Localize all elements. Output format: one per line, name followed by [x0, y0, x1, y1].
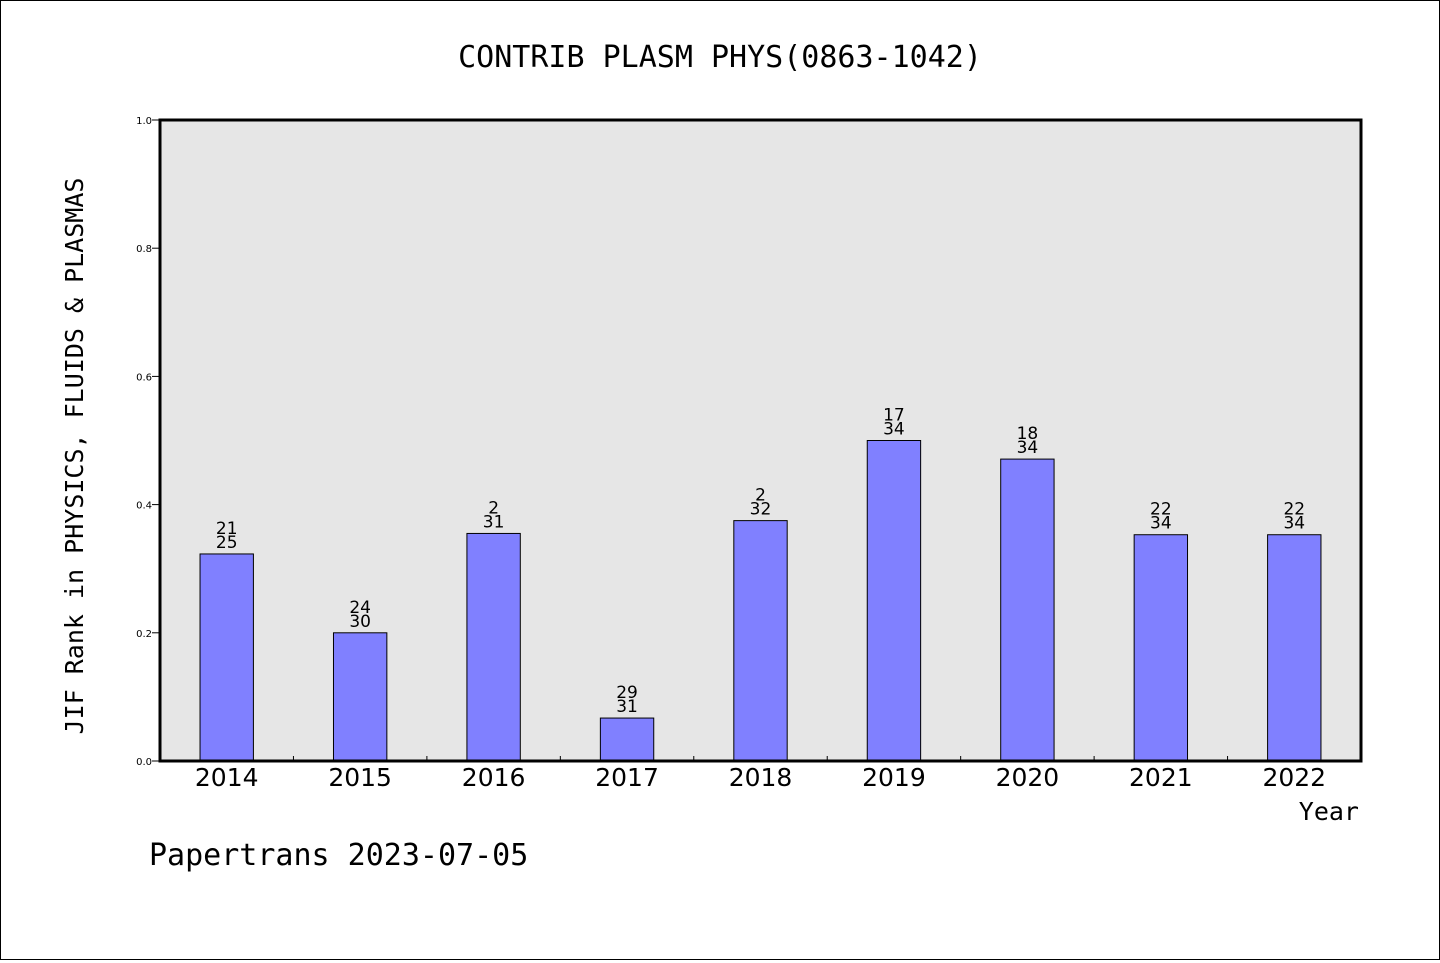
bar-label-top: 29 [616, 683, 638, 703]
x-tick-label: 2022 [1262, 763, 1326, 792]
y-tick-label: 1.0 [136, 116, 152, 127]
bar [733, 520, 788, 762]
bar-label-bottom: 34 [883, 420, 905, 440]
bar-label-bottom: 34 [1150, 514, 1172, 534]
bar-label-top: 22 [1150, 500, 1172, 520]
bar-label-top: 2 [755, 486, 766, 506]
x-tick-label: 2016 [462, 763, 526, 792]
x-tick-label: 2020 [996, 763, 1060, 792]
bar [599, 717, 655, 762]
x-tick-label: 2018 [729, 763, 793, 792]
bar-label-bottom: 32 [750, 500, 772, 520]
y-tick-label: 0.8 [136, 244, 152, 255]
bar [1000, 458, 1055, 762]
bar [1133, 534, 1189, 762]
x-axis-label: Year [1299, 797, 1359, 826]
bar-label-bottom: 25 [216, 533, 238, 553]
plot-border [158, 118, 1363, 763]
x-axis-tick-labels: 2014 2015 2016 2017 2018 2019 2020 2021 2022 [195, 763, 1326, 792]
bar-label-top: 22 [1283, 500, 1305, 520]
bars [199, 440, 1322, 762]
footer-text: Papertrans 2023-07-05 [149, 838, 528, 873]
y-tick-label: 0.4 [136, 501, 152, 512]
x-tick-label: 2017 [595, 763, 659, 792]
y-axis-label: JIF Rank in PHYSICS, FLUIDS & PLASMAS [60, 178, 89, 735]
bar-label-top: 21 [216, 519, 238, 539]
bar [199, 553, 254, 762]
bar-label-bottom: 31 [616, 697, 638, 717]
bar [332, 632, 388, 762]
x-tick-label: 2019 [862, 763, 926, 792]
bar-label-top: 17 [883, 406, 905, 426]
bar-label-bottom: 34 [1017, 438, 1039, 458]
bar [466, 532, 521, 762]
bar [866, 440, 922, 762]
x-tick-label: 2021 [1129, 763, 1193, 792]
x-tick-label: 2014 [195, 763, 259, 792]
chart-title: CONTRIB PLASM PHYS(0863-1042) [458, 40, 982, 75]
bar-label-bottom: 31 [483, 512, 505, 532]
bar [1267, 534, 1322, 762]
bar-label-bottom: 30 [349, 612, 371, 632]
y-tick-label: 0.6 [136, 372, 152, 383]
y-tick-label: 0.2 [136, 629, 152, 640]
bar-label-top: 18 [1017, 424, 1039, 444]
y-axis-ticks: 0.0 0.2 0.4 0.6 0.8 1.0 [136, 116, 160, 768]
x-tick-label: 2015 [328, 763, 392, 792]
y-tick-label: 0.0 [136, 757, 152, 768]
bar-label-top: 24 [349, 598, 371, 618]
bar-label-top: 2 [488, 498, 499, 518]
bar-label-bottom: 34 [1283, 514, 1305, 534]
